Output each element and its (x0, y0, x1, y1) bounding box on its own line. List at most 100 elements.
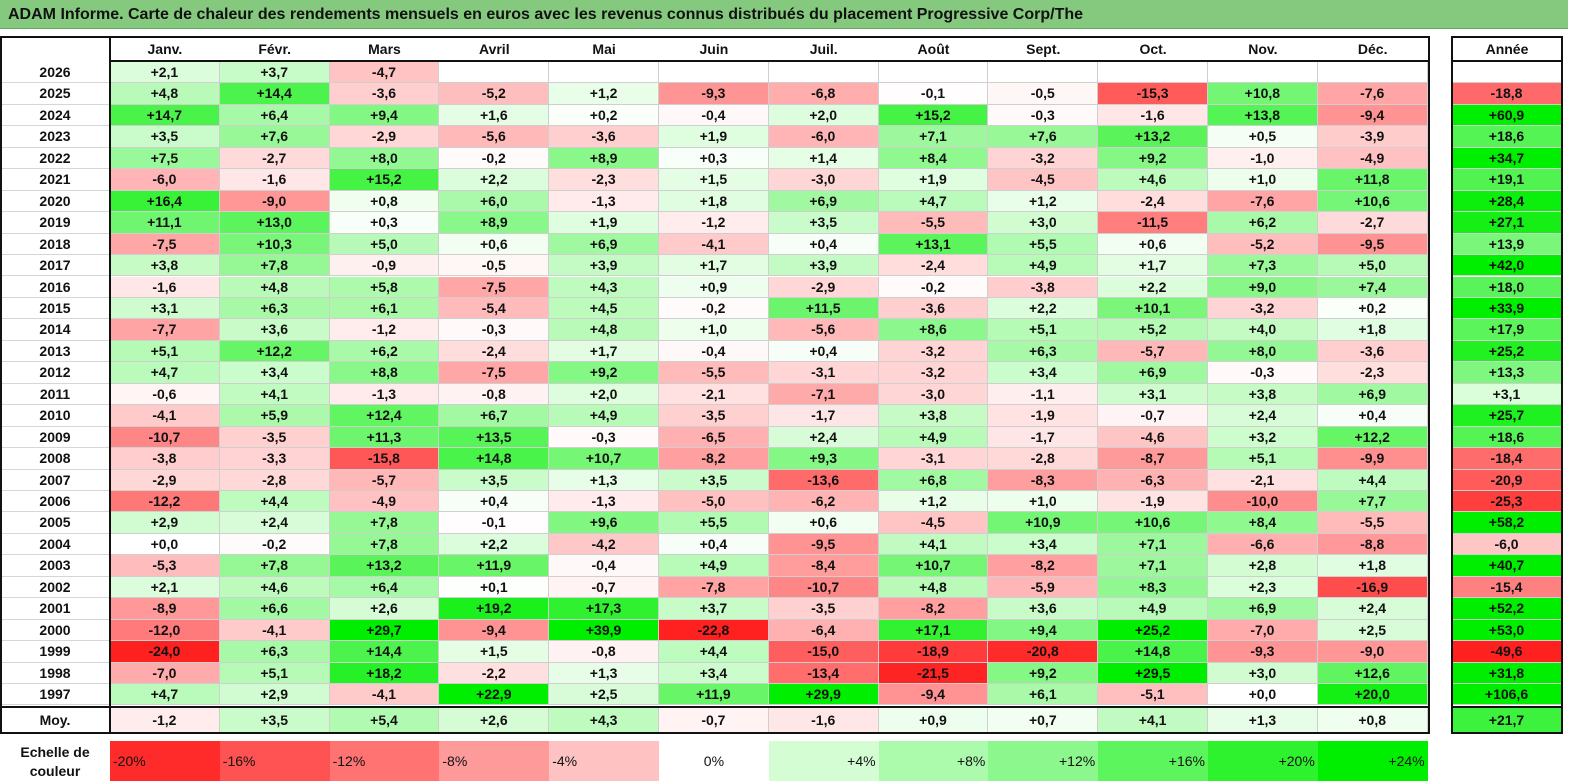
row-year-label: 2017 (0, 255, 110, 277)
annual-cell: +3,1 (1452, 383, 1562, 406)
heatmap-cell: +3,5 (439, 469, 550, 491)
heatmap-cell (988, 62, 1099, 84)
heatmap-cell: +4,4 (1317, 469, 1428, 491)
column-header: Juin (659, 36, 769, 62)
heatmap-cell: +2,4 (1208, 405, 1318, 427)
heatmap-cell: +1,9 (878, 169, 989, 191)
heatmap-cell: +0,2 (549, 104, 659, 127)
heatmap-cell: +9,3 (768, 448, 879, 470)
heatmap-cell: -7,1 (768, 383, 879, 406)
annual-cell: +53,0 (1452, 619, 1562, 642)
heatmap-cell: +6,6 (219, 598, 330, 620)
year-column-header: Année (1452, 36, 1562, 62)
heatmap-cell: -3,0 (768, 169, 879, 191)
heatmap-cell: -15,3 (1098, 83, 1208, 105)
heatmap-cell: +4,9 (549, 405, 659, 427)
row-year-label: 1998 (0, 663, 110, 685)
color-scale-stop: -16% (219, 741, 330, 781)
heatmap-cell: +0,4 (768, 233, 879, 256)
heatmap-cell: -0,2 (439, 147, 550, 170)
heatmap-cell: -10,7 (110, 426, 220, 449)
heatmap-cell: -2,1 (1208, 469, 1318, 491)
heatmap-cell: +1,8 (659, 190, 769, 213)
heatmap-cell: +5,1 (219, 662, 330, 685)
heatmap-cell: +29,9 (768, 684, 879, 706)
heatmap-cell: -6,8 (768, 83, 879, 105)
heatmap-cell: -13,4 (768, 662, 879, 685)
heatmap-cell: -0,9 (329, 255, 440, 277)
heatmap-cell: +17,1 (878, 619, 989, 642)
heatmap-cell (659, 62, 769, 84)
heatmap-cell: +14,7 (110, 104, 220, 127)
heatmap-cell: +1,7 (659, 255, 769, 277)
row-year-label: 2010 (0, 405, 110, 427)
heatmap-cell: +7,1 (878, 126, 989, 148)
heatmap-cell: -3,2 (878, 340, 989, 363)
heatmap-cell: -2,2 (439, 662, 550, 685)
heatmap-cell: -8,3 (988, 469, 1099, 491)
column-header: Août (878, 36, 989, 62)
heatmap-cell: -9,4 (878, 684, 989, 706)
annual-cell: +19,1 (1452, 169, 1562, 191)
annual-cell: -6,0 (1452, 533, 1562, 556)
heatmap-cell (1208, 62, 1318, 84)
heatmap-cell: +4,4 (659, 641, 769, 663)
heatmap-cell: +1,4 (768, 147, 879, 170)
heatmap-cell: +5,5 (659, 512, 769, 534)
heatmap-cell: +1,7 (1098, 255, 1208, 277)
color-scale-stop: 0% (659, 741, 769, 781)
heatmap-cell: -6,2 (768, 491, 879, 513)
heatmap-cell: -6,6 (1208, 533, 1318, 556)
heatmap-cell: -5,1 (1098, 684, 1208, 706)
heatmap-cell: +3,8 (110, 255, 220, 277)
row-year-label: 2002 (0, 577, 110, 599)
heatmap-cell: +2,2 (439, 533, 550, 556)
heatmap-cell: +0,0 (110, 533, 220, 556)
heatmap-cell: +2,0 (768, 104, 879, 127)
row-year-label: 2019 (0, 212, 110, 234)
heatmap-cell: +6,8 (878, 469, 989, 491)
heatmap-cell: -9,0 (219, 190, 330, 213)
annual-cell: +25,2 (1452, 340, 1562, 363)
column-header: Déc. (1317, 36, 1428, 62)
average-cell: +1,3 (1208, 707, 1318, 733)
heatmap-cell: -0,8 (549, 641, 659, 663)
heatmap-cell: -15,0 (768, 641, 879, 663)
heatmap-cell: +0,3 (659, 147, 769, 170)
heatmap-cell: +3,5 (659, 469, 769, 491)
row-year-label: 2011 (0, 384, 110, 406)
heatmap-cell: +10,8 (1208, 83, 1318, 105)
heatmap-cell: +10,3 (219, 233, 330, 256)
heatmap-cell: -9,0 (1317, 641, 1428, 663)
row-year-label: 2003 (0, 555, 110, 577)
heatmap-cell: +4,8 (110, 83, 220, 105)
heatmap-cell: +1,6 (439, 104, 550, 127)
heatmap-cell: +22,9 (439, 684, 550, 706)
heatmap-cell: +5,5 (988, 233, 1099, 256)
heatmap-cell: +1,2 (878, 491, 989, 513)
heatmap-cell: +8,3 (1098, 576, 1208, 599)
heatmap-cell: +7,7 (1317, 491, 1428, 513)
heatmap-cell: +7,1 (1098, 533, 1208, 556)
column-header: Févr. (219, 36, 330, 62)
heatmap-cell: -1,3 (549, 190, 659, 213)
annual-cell: +31,8 (1452, 662, 1562, 685)
heatmap-cell: -7,5 (439, 276, 550, 298)
heatmap-cell: +7,8 (219, 555, 330, 577)
heatmap-cell: -12,0 (110, 619, 220, 642)
annual-cell: +13,3 (1452, 362, 1562, 384)
heatmap-cell: -9,4 (1317, 104, 1428, 127)
annual-cell: +40,7 (1452, 555, 1562, 577)
heatmap-cell: -3,9 (1317, 126, 1428, 148)
heatmap-cell: +3,9 (549, 255, 659, 277)
heatmap-cell: +2,3 (1208, 576, 1318, 599)
heatmap-cell: -9,9 (1317, 448, 1428, 470)
heatmap-cell: +4,8 (219, 276, 330, 298)
heatmap-cell: +4,0 (1208, 319, 1318, 341)
heatmap-cell: -8,2 (878, 598, 989, 620)
heatmap-cell: -9,3 (659, 83, 769, 105)
heatmap-cell: -3,5 (219, 426, 330, 449)
heatmap-cell: +1,0 (659, 319, 769, 341)
heatmap-cell: -5,4 (439, 297, 550, 320)
average-cell: +0,7 (988, 707, 1099, 733)
